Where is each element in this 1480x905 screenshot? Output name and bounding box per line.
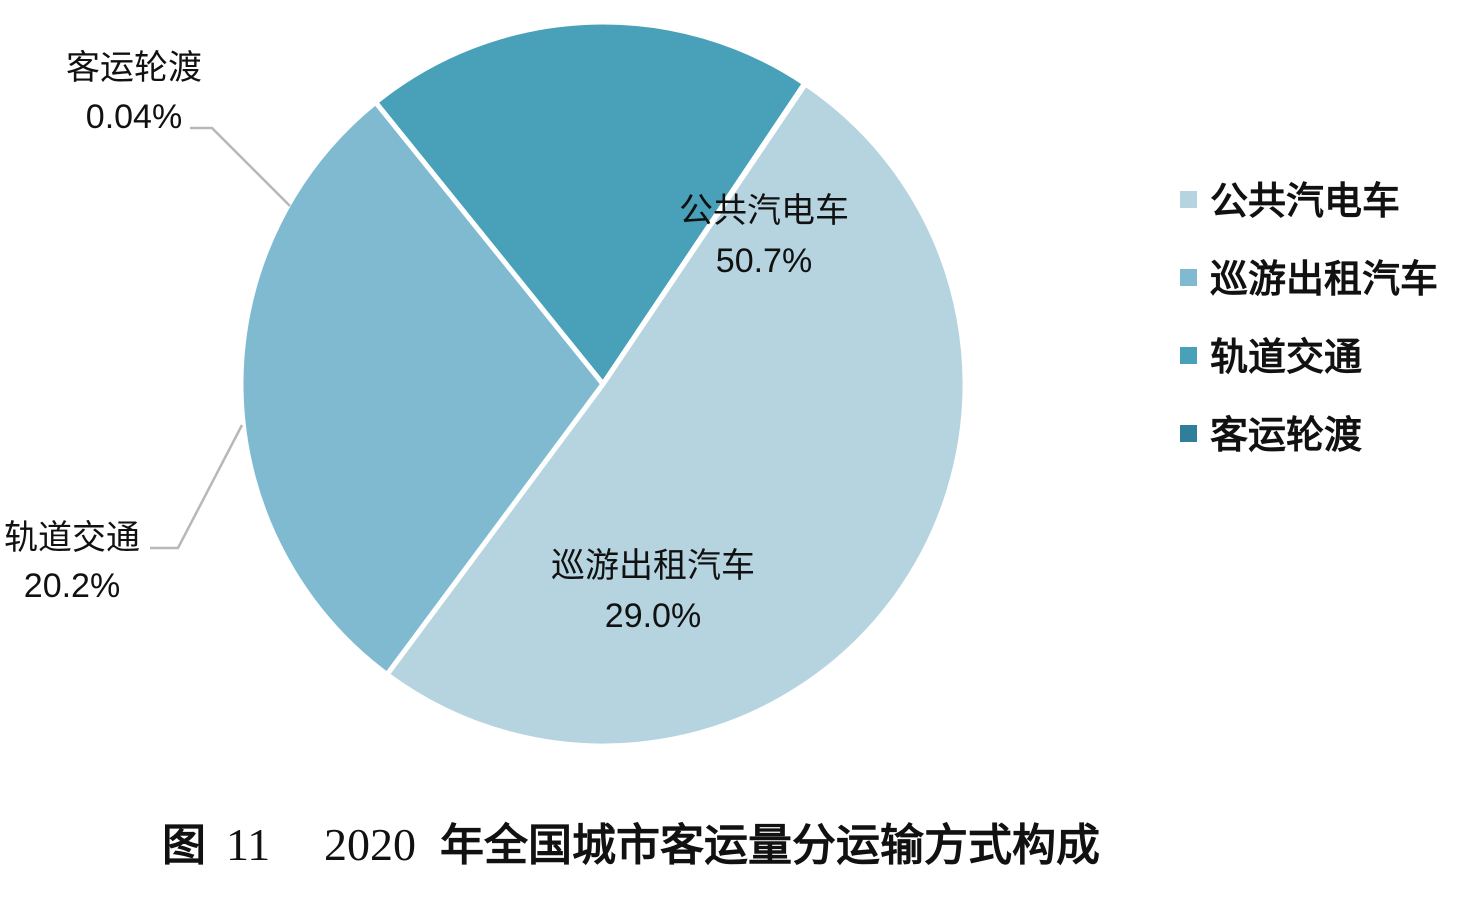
pie-slice-3: [600, 80, 808, 387]
slice-label-value-3: 0.04%: [86, 98, 182, 136]
slice-label-value-1: 29.0%: [605, 597, 701, 635]
legend-label-0: 公共汽电车: [1210, 179, 1400, 223]
legend-swatch-3: [1180, 425, 1197, 442]
pie-slice-1: [238, 99, 606, 678]
leader-lines: [150, 126, 291, 550]
caption-figure-number: 11: [226, 819, 270, 870]
caption-year: 2020: [324, 819, 416, 870]
slice-label-name-2: 轨道交通: [4, 518, 140, 558]
slice-labels: 公共汽电车 50.7% 巡游出租汽车 29.0% 轨道交通 20.2% 客运轮渡 0.04%: [4, 48, 849, 635]
slice-label-name-3: 客运轮渡: [66, 48, 202, 88]
legend-label-3: 客运轮渡: [1210, 413, 1362, 457]
slice-label-name-1: 巡游出租汽车: [551, 546, 755, 586]
legend-swatch-0: [1180, 191, 1197, 208]
leader-line-2: [150, 424, 244, 550]
slice-label-name-0: 公共汽电车: [679, 191, 849, 231]
pie-slice-0: [384, 81, 968, 749]
figure-caption: 图 11 2020 年全国城市客运量分运输方式构成: [162, 819, 1100, 871]
legend-swatch-1: [1180, 269, 1197, 286]
pie-slice-2: [373, 19, 808, 387]
legend-label-1: 巡游出租汽车: [1210, 257, 1438, 301]
pie-slices: [238, 19, 968, 749]
caption-figure-label: 图: [162, 820, 206, 871]
slice-label-value-0: 50.7%: [716, 242, 812, 280]
legend-label-2: 轨道交通: [1210, 335, 1362, 379]
caption-title: 年全国城市客运量分运输方式构成: [440, 820, 1100, 871]
slice-label-value-2: 20.2%: [24, 567, 120, 605]
leader-line-3: [190, 126, 291, 207]
legend-swatch-2: [1180, 347, 1197, 364]
